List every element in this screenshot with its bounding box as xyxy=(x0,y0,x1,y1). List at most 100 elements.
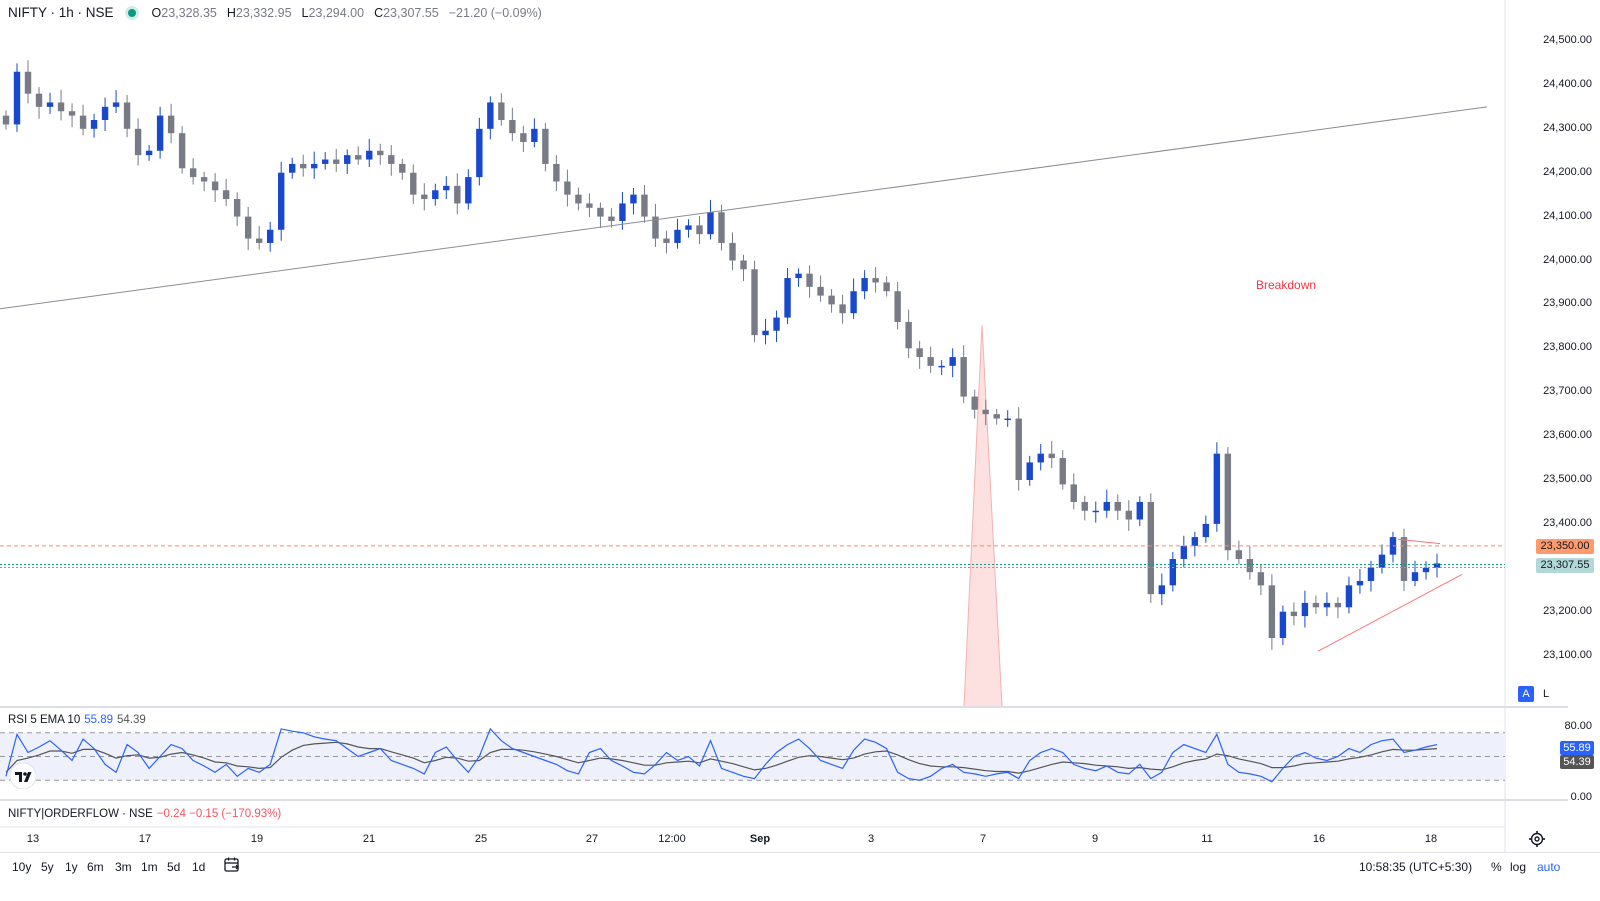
candle-body xyxy=(971,396,978,410)
range-button-1m[interactable]: 1m xyxy=(141,860,158,874)
range-button-1y[interactable]: 1y xyxy=(65,860,78,874)
price-axis-label: 23,100.00 xyxy=(1543,648,1592,661)
candle-body xyxy=(421,194,428,200)
candle-body xyxy=(1246,559,1254,573)
candle-body xyxy=(377,150,384,156)
candle-body xyxy=(1158,585,1166,595)
rsi-ema-line xyxy=(5,741,1438,774)
orderflow-legend[interactable]: NIFTY|ORDERFLOW · NSE −0.24 −0.15 (−170.9… xyxy=(8,808,281,820)
calendar-goto-icon[interactable] xyxy=(223,856,241,874)
candle-body xyxy=(1433,563,1441,568)
log-scale-toggle[interactable]: log xyxy=(1510,860,1527,874)
candle-body xyxy=(553,163,560,182)
candle-body xyxy=(1169,559,1177,586)
candle-body xyxy=(366,150,373,160)
breakdown-annotation: Breakdown xyxy=(1256,278,1317,292)
candle-body xyxy=(1235,550,1243,560)
candle-body xyxy=(586,203,593,208)
rsi-legend[interactable]: RSI 5 EMA 10 55.89 54.39 xyxy=(8,714,146,726)
candle-body xyxy=(1400,537,1408,581)
candle-body xyxy=(200,177,208,182)
rsi-level-80: 80.00 xyxy=(1564,720,1592,732)
candle-body xyxy=(993,414,1000,419)
candle-body xyxy=(24,71,32,94)
breakdown-edge-left xyxy=(963,324,983,707)
price-axis-label: 24,500.00 xyxy=(1543,34,1592,46)
time-axis-label: 16 xyxy=(1312,833,1326,845)
candle-body xyxy=(57,102,65,112)
range-button-10y[interactable]: 10y xyxy=(12,860,32,874)
price-tag-level: 23,350.00 xyxy=(1536,539,1594,554)
symbol-title[interactable]: NIFTY · 1h · NSE xyxy=(8,5,114,20)
candle-body xyxy=(244,216,252,239)
candle-body xyxy=(982,409,989,415)
candle-body xyxy=(707,212,714,235)
range-button-3m[interactable]: 3m xyxy=(115,860,132,874)
percent-scale-toggle[interactable]: % xyxy=(1491,860,1502,874)
auto-scale-button[interactable]: A xyxy=(1518,686,1534,702)
candle-body xyxy=(861,278,868,292)
candle-body xyxy=(641,194,648,217)
candle-body xyxy=(1114,501,1121,511)
candle-body xyxy=(949,357,956,366)
time-axis-label: 11 xyxy=(1201,833,1213,845)
candle-body xyxy=(1070,484,1077,502)
candle-body xyxy=(784,278,791,318)
log-scale-button[interactable]: L xyxy=(1542,688,1550,700)
time-axis-label: 7 xyxy=(979,833,987,845)
candle-body xyxy=(894,291,901,322)
tradingview-logo-icon[interactable] xyxy=(10,763,36,789)
candle-body xyxy=(79,115,87,129)
candle-body xyxy=(1356,580,1364,586)
candle-body xyxy=(751,269,758,336)
candle-body xyxy=(1301,602,1309,617)
market-open-indicator xyxy=(127,8,136,17)
symbol-legend[interactable]: NIFTY · 1h · NSE O23,328.35 H23,332.95 L… xyxy=(8,5,542,20)
candle-body xyxy=(927,357,934,366)
auto-scale-toggle[interactable]: auto xyxy=(1537,860,1561,874)
candle-body xyxy=(718,212,725,243)
candle-body xyxy=(388,155,395,164)
time-axis-label: 18 xyxy=(1424,833,1438,845)
candle-body xyxy=(178,133,186,169)
range-button-1d[interactable]: 1d xyxy=(192,860,206,874)
candle-body xyxy=(1191,537,1199,546)
candle-body xyxy=(322,159,329,164)
range-button-5d[interactable]: 5d xyxy=(167,860,181,874)
candle-body xyxy=(487,102,494,129)
candle-body xyxy=(1389,537,1397,555)
range-button-5y[interactable]: 5y xyxy=(41,860,54,874)
price-axis-label: 24,300.00 xyxy=(1543,121,1592,134)
bottom-toolbar xyxy=(0,852,1600,901)
candle-body xyxy=(1345,585,1353,608)
candle-body xyxy=(1136,501,1143,520)
range-button-6m[interactable]: 6m xyxy=(87,860,104,874)
settings-gear-icon[interactable] xyxy=(1528,830,1546,848)
candle-body xyxy=(1290,611,1298,617)
candle-body xyxy=(498,102,505,121)
time-axis-label: 27 xyxy=(585,833,599,845)
candle-body xyxy=(399,163,406,173)
rsi-level-0: 0.00 xyxy=(1570,791,1592,803)
candle-body xyxy=(222,190,230,200)
candle-body xyxy=(311,163,318,169)
candles-group xyxy=(2,60,1441,650)
price-axis-label: 23,200.00 xyxy=(1543,604,1592,617)
candle-body xyxy=(1411,572,1419,581)
candle-body xyxy=(1059,458,1066,485)
candle-body xyxy=(652,216,659,239)
candle-body xyxy=(883,282,890,292)
candle-body xyxy=(806,273,813,287)
candle-body xyxy=(696,225,703,235)
candle-body xyxy=(938,365,945,368)
candle-body xyxy=(619,203,626,221)
candle-body xyxy=(432,190,439,200)
candle-body xyxy=(344,155,351,164)
candle-body xyxy=(773,317,780,331)
clock-timezone[interactable]: 10:58:35 (UTC+5:30) xyxy=(1359,860,1473,874)
price-axis-label: 23,800.00 xyxy=(1543,341,1592,354)
candle-body xyxy=(872,278,879,283)
candle-body xyxy=(817,286,824,296)
candle-body xyxy=(916,348,923,358)
